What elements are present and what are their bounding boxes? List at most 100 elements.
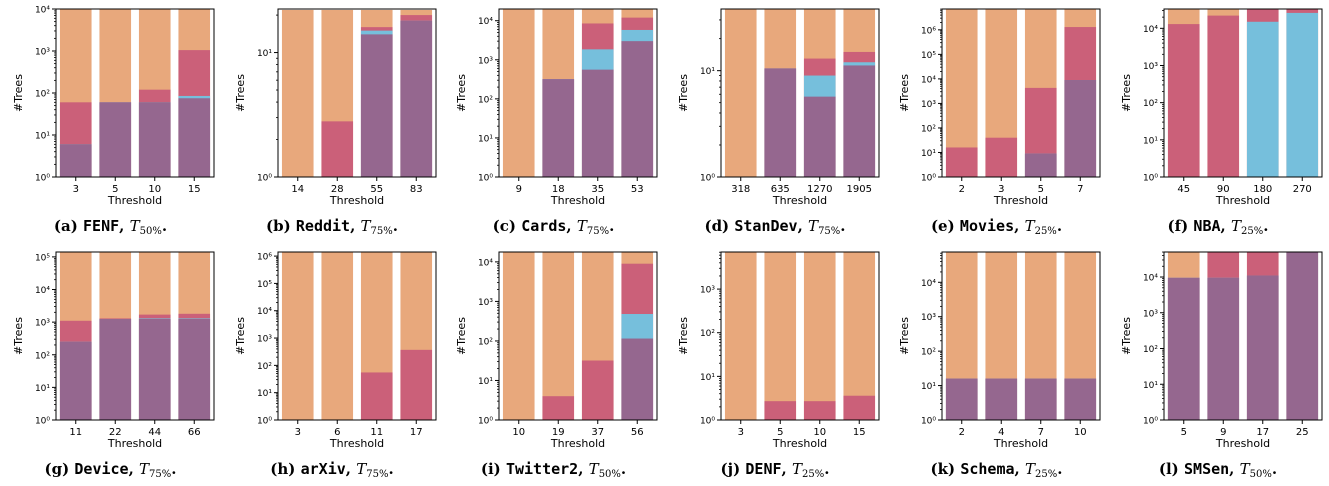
caption-threshold-subscript: 50% <box>139 226 162 237</box>
x-tick-label: 7 <box>1077 184 1083 195</box>
caption-dataset: DENF <box>745 460 782 478</box>
x-tick-label: 10 <box>813 427 826 438</box>
chart-caption: (k) Schema, T25%. <box>930 460 1063 480</box>
x-axis-label: Threshold <box>993 437 1048 450</box>
y-tick-label: 10⁰ <box>921 417 936 427</box>
bar-segment-purple <box>542 79 575 177</box>
caption-threshold-symbol: T <box>1239 460 1250 478</box>
x-tick-label: 318 <box>731 184 750 195</box>
chart-panel: 2 3 5 7 10⁰ 10¹ 10² 10³ 10⁴ 10⁵ 10⁶ Threshold #Trees… <box>886 0 1107 243</box>
y-tick-label: 10² <box>256 362 271 372</box>
x-tick-label: 270 <box>1292 184 1311 195</box>
y-axis-label: #Trees <box>455 317 468 355</box>
caption-threshold-subscript: 75% <box>366 469 389 480</box>
x-tick-label: 17 <box>409 427 422 438</box>
y-tick-label: 10⁴ <box>256 307 271 317</box>
y-tick-label: 10⁴ <box>35 286 50 296</box>
caption-threshold-symbol: T <box>1024 217 1035 235</box>
bar-segment-all <box>281 9 314 177</box>
caption-letter: (a) <box>53 217 84 235</box>
x-tick-label: 22 <box>109 427 122 438</box>
bar-segment-all <box>724 9 757 177</box>
y-axis-label: #Trees <box>898 317 911 355</box>
bar-segment-purple <box>621 338 654 420</box>
bar-segment-purple <box>1024 153 1057 177</box>
y-tick-label: 10¹ <box>921 149 936 159</box>
chart-caption: (c) Cards, T75%. <box>492 217 615 237</box>
x-tick-label: 15 <box>852 427 865 438</box>
caption-threshold-symbol: T <box>791 460 802 478</box>
caption-letter: (l) <box>1158 460 1185 478</box>
y-tick-label: 10² <box>1142 99 1157 109</box>
bar-segment-red <box>542 396 575 420</box>
chart-panel: 11 22 44 66 10⁰ 10¹ 10² 10³ 10⁴ 10⁵ Threshold #Tree… <box>0 243 221 486</box>
y-tick-label: 10¹ <box>478 134 493 144</box>
x-tick-label: 180 <box>1253 184 1272 195</box>
x-tick-label: 1270 <box>807 184 832 195</box>
chart-caption: (a) FENF, T50%. <box>53 217 168 237</box>
chart-caption: (g) Device, T75%. <box>44 460 177 480</box>
plot-frame <box>720 8 879 178</box>
bar-segment-red <box>1206 15 1239 177</box>
y-tick-label: 10⁰ <box>35 417 50 427</box>
chart-panel: 3 5 10 15 10⁰ 10¹ 10² 10³ Threshold #Trees (j) DEN… <box>665 243 886 486</box>
bar-segment-purple <box>1064 80 1097 177</box>
plot-frame <box>277 251 436 421</box>
chart-panel: 3 6 11 17 10⁰ 10¹ 10² 10³ 10⁴ 10⁵ 10⁶ Threshold #Tre… <box>222 243 443 486</box>
y-tick-label: 10³ <box>256 335 271 345</box>
caption-threshold-subscript: 75% <box>818 226 841 237</box>
bar-segment-purple <box>985 378 1018 420</box>
caption-letter: (k) <box>930 460 961 478</box>
caption-threshold-subscript: 75% <box>149 469 172 480</box>
x-tick-label: 44 <box>148 427 161 438</box>
plot-frame <box>941 251 1101 421</box>
y-tick-label: 10¹ <box>478 377 493 387</box>
y-tick-label: 10² <box>478 95 493 105</box>
x-tick-label: 5 <box>777 427 783 438</box>
bar-segment-red <box>985 137 1018 177</box>
chart-caption: (h) arXiv, T75%. <box>270 460 394 480</box>
caption-threshold-subscript: 25% <box>801 469 825 480</box>
caption-threshold-symbol: T <box>576 217 587 235</box>
x-tick-label: 56 <box>631 427 644 438</box>
x-tick-label: 90 <box>1216 184 1229 195</box>
y-tick-label: 10⁰ <box>1142 417 1157 427</box>
chart-caption: (f) NBA, T25%. <box>1167 217 1269 237</box>
x-axis-label: Threshold <box>107 194 162 207</box>
bar-segment-purple <box>763 68 796 177</box>
chart-caption: (l) SMSen, T50%. <box>1158 460 1278 480</box>
plot-frame <box>498 8 658 178</box>
stacked-bar-chart: 3 5 10 15 10⁰ 10¹ 10² 10³ 10⁴ Threshold #Trees <box>12 6 215 207</box>
x-tick-label: 635 <box>770 184 789 195</box>
x-tick-label: 4 <box>998 427 1004 438</box>
y-tick-label: 10⁰ <box>921 174 936 184</box>
y-axis-label: #Trees <box>234 74 247 112</box>
bar-segment-red <box>763 401 796 420</box>
x-tick-label: 3 <box>73 184 79 195</box>
x-tick-label: 6 <box>334 427 340 438</box>
y-tick-label: 10¹ <box>256 389 271 399</box>
x-axis-label: Threshold <box>771 437 826 450</box>
bar-segment-purple <box>99 102 132 177</box>
caption-dataset: Movies <box>959 217 1015 235</box>
caption-threshold-symbol: T <box>360 217 371 235</box>
y-tick-label: 10⁰ <box>35 174 50 184</box>
y-tick-label: 10² <box>478 337 493 347</box>
y-tick-label: 10⁰ <box>478 174 493 184</box>
y-tick-label: 10³ <box>921 100 936 110</box>
caption-letter: (f) <box>1167 217 1194 235</box>
bar-segment-purple <box>178 318 211 420</box>
x-tick-label: 2 <box>959 427 965 438</box>
y-tick-label: 10³ <box>1142 62 1157 72</box>
x-tick-label: 3 <box>737 427 743 438</box>
caption-threshold-symbol: T <box>1024 460 1035 478</box>
y-tick-label: 10⁴ <box>478 258 493 268</box>
bar-segment-all <box>803 252 836 420</box>
caption-dataset: Reddit <box>295 217 351 235</box>
y-tick-label: 10⁰ <box>256 417 271 427</box>
bar-segment-red <box>581 360 614 420</box>
caption-letter: (e) <box>930 217 960 235</box>
bar-segment-all <box>763 252 796 420</box>
caption-threshold-symbol: T <box>588 460 599 478</box>
